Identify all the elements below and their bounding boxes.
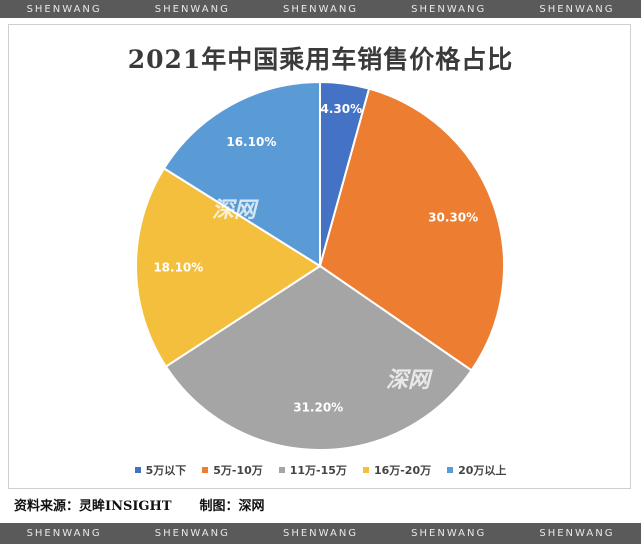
- watermark-logo: 深网: [212, 197, 257, 223]
- watermark-text: SHENWANG: [411, 3, 487, 15]
- data-label: 4.30%: [320, 102, 362, 116]
- legend-label: 16万-20万: [373, 464, 432, 477]
- pie-slice: [318, 87, 505, 372]
- watermark-text: SHENWANG: [282, 528, 359, 539]
- watermark-text: SHENWANG: [539, 528, 615, 539]
- pie-slice: [135, 167, 322, 368]
- footer: 资料来源：灵眸INSIGHT 制图：深网: [14, 495, 265, 514]
- legend-swatch: [202, 467, 209, 473]
- pie-slice: [164, 264, 473, 451]
- legend-swatch: [362, 467, 369, 473]
- legend-swatch: [447, 467, 454, 473]
- watermark-text: SHENWANG: [539, 3, 615, 15]
- chart-title: 2021年中国乘用车销售价格占比: [127, 45, 514, 74]
- watermark-text: SHENWANG: [26, 3, 102, 15]
- legend-swatch: [134, 467, 141, 473]
- legend-swatch: [278, 467, 285, 473]
- data-label: 18.10%: [153, 260, 203, 274]
- data-label: 16.10%: [226, 135, 276, 149]
- legend-label: 20万以上: [458, 464, 507, 477]
- legend-item: 20万以上: [447, 462, 506, 478]
- legend-label: 11万-15万: [289, 464, 347, 477]
- chart-legend: 5万以下 5万-10万 11万-15万 16万-20万 20万以上: [0, 462, 641, 478]
- data-label: 30.30%: [428, 211, 478, 225]
- watermark-text: SHENWANG: [411, 528, 487, 539]
- watermark-text: SHENWANG: [154, 3, 230, 15]
- pie-slices: [135, 80, 505, 451]
- legend-item: 16万-20万: [362, 462, 432, 478]
- legend-label: 5万以下: [145, 464, 187, 477]
- pie-labels: 4.30% 30.30% 31.20% 18.10% 16.10%: [153, 102, 478, 414]
- data-label: 31.20%: [293, 401, 343, 415]
- watermark-strip-bottom: SHENWANG SHENWANG SHENWANG SHENWANG SHEN…: [0, 523, 641, 544]
- watermark-strip-top: SHENWANG SHENWANG SHENWANG SHENWANG SHEN…: [0, 0, 641, 18]
- legend-item: 5万以下: [134, 462, 187, 478]
- legend-label: 5万-10万: [213, 464, 263, 477]
- watermark-text: SHENWANG: [26, 528, 102, 539]
- pie-slice: [162, 80, 321, 268]
- source-note: 资料来源：灵眸INSIGHT: [14, 499, 172, 514]
- watermark-logo: 深网: [386, 367, 431, 393]
- legend-item: 5万-10万: [202, 462, 263, 478]
- watermark-text: SHENWANG: [154, 528, 230, 539]
- legend-item: 11万-15万: [278, 462, 347, 478]
- watermark-text: SHENWANG: [282, 3, 359, 15]
- credit-note: 制图：深网: [199, 499, 265, 514]
